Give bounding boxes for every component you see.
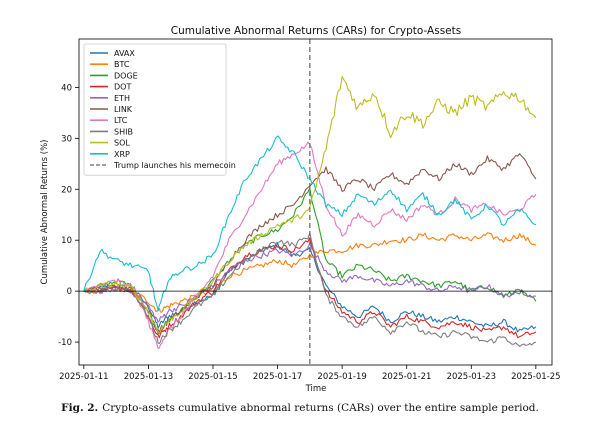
- legend-label: AVAX: [114, 49, 135, 58]
- legend-label: BTC: [114, 60, 130, 69]
- chart-title: Cumulative Abnormal Returns (CARs) for C…: [171, 25, 461, 37]
- legend-label: DOGE: [114, 71, 138, 80]
- y-tick-label: 10: [61, 236, 72, 246]
- legend-label: LINK: [114, 105, 133, 114]
- figure-caption: Fig. 2. Crypto-assets cumulative abnormal…: [0, 402, 600, 414]
- x-tick-label: 2025-01-15: [188, 372, 237, 382]
- series-line-eth: [83, 242, 536, 323]
- legend-label: XRP: [114, 150, 130, 159]
- series-line-shib: [83, 232, 537, 347]
- legend-box: [83, 43, 227, 176]
- legend-label: LTC: [114, 116, 128, 125]
- x-tick-label: 2025-01-19: [317, 372, 366, 382]
- x-axis-label: Time: [305, 384, 327, 394]
- series-line-avax: [83, 242, 537, 333]
- series-line-dot: [83, 237, 537, 339]
- overlay-layer: [79, 39, 552, 365]
- series-line-xrp: [83, 135, 537, 312]
- series-line-sol: [83, 76, 537, 334]
- series-line-btc: [83, 232, 537, 313]
- x-tick-label: 2025-01-11: [59, 372, 108, 382]
- series-line-ltc: [83, 141, 537, 350]
- axis-layer: -10 0 10 20 30 40 2025-01-11 2025-01-13 2025-01-…: [58, 83, 560, 382]
- y-tick-label: 0: [67, 287, 72, 297]
- legend-label: ETH: [114, 94, 130, 103]
- series-layer: [83, 76, 537, 350]
- x-tick-label: 2025-01-25: [511, 372, 560, 382]
- x-tick-label: 2025-01-21: [382, 372, 431, 382]
- legend: AVAX BTC DOGE DOT ETH LINK LTC SHIB SOL XRP Trump …: [83, 43, 236, 176]
- caption-text: Crypto-assets cumulative abnormal return…: [102, 402, 539, 414]
- legend-label: SOL: [114, 139, 130, 148]
- y-tick-label: -10: [58, 338, 72, 348]
- caption-label: Fig. 2.: [61, 402, 99, 414]
- legend-label: SHIB: [114, 127, 133, 136]
- x-tick-label: 2025-01-23: [447, 372, 496, 382]
- plot-frame: [78, 38, 553, 366]
- y-tick-label: 20: [61, 185, 72, 195]
- legend-label: Trump launches his memecoin: [113, 161, 236, 170]
- y-tick-label: 40: [61, 83, 72, 93]
- y-tick-label: 30: [61, 134, 72, 144]
- legend-label: DOT: [114, 83, 131, 92]
- x-tick-label: 2025-01-13: [124, 372, 173, 382]
- x-tick-label: 2025-01-17: [253, 372, 302, 382]
- y-axis-label: Cumulative Abnormal Returns (%): [40, 140, 50, 285]
